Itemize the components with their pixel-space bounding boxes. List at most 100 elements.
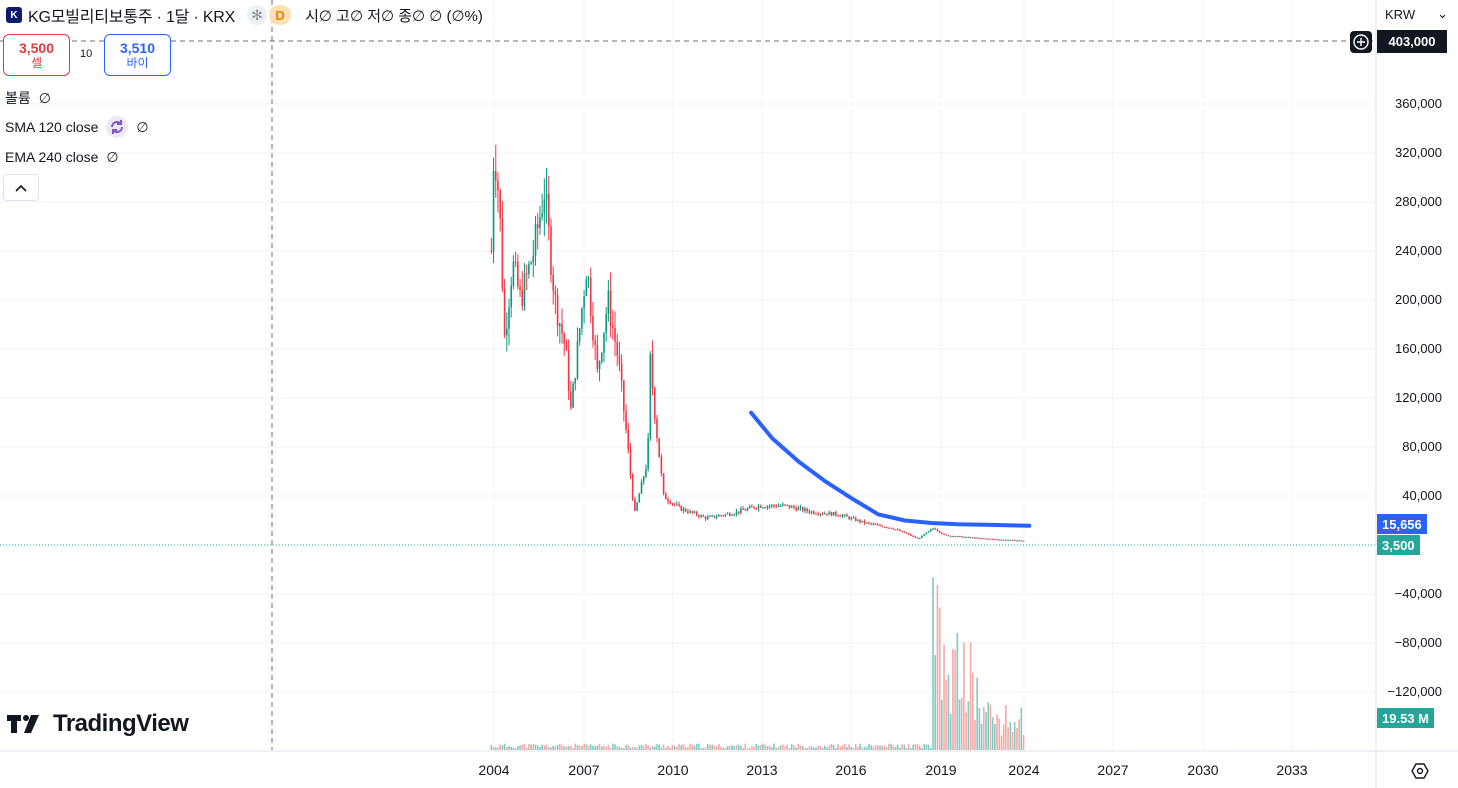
sell-button[interactable]: 3,500 셀	[3, 34, 70, 76]
volume-bar	[720, 746, 722, 750]
candle-body	[967, 536, 970, 538]
volume-bar	[585, 744, 588, 750]
symbol-header: K KG모빌리티보통주 · 1달 · KRX ✻ D 시∅ 고∅ 저∅ 종∅ ∅…	[6, 4, 483, 26]
volume-bar	[901, 744, 903, 750]
volume-bar	[642, 746, 645, 750]
volume-bar	[989, 704, 992, 750]
candle-body	[859, 519, 861, 523]
volume-bar	[713, 745, 716, 750]
candle-body	[918, 538, 921, 540]
candle-body	[512, 261, 515, 286]
candle-body	[676, 504, 678, 506]
time-axis-label: 2013	[746, 762, 778, 778]
candle-body	[892, 528, 895, 530]
chart-settings-button[interactable]	[1408, 760, 1432, 782]
volume-bar	[879, 745, 881, 750]
currency-selector[interactable]: KRW ⌄	[1385, 6, 1448, 22]
volume-bar	[832, 745, 835, 750]
candle-body	[753, 506, 755, 509]
volume-bar	[881, 745, 884, 750]
volume-bar	[561, 744, 563, 750]
volume-bar	[539, 746, 541, 750]
candle-body	[768, 505, 771, 507]
volume-bar	[530, 744, 532, 750]
price-axis-label: 240,000	[1395, 243, 1442, 258]
candle-body	[837, 515, 839, 517]
volume-bar	[998, 718, 1001, 750]
candle-body	[506, 328, 508, 336]
volume-bar	[954, 650, 956, 750]
volume-bar	[799, 745, 802, 750]
volume-bar	[576, 744, 579, 750]
volume-bar	[861, 747, 864, 750]
volume-bar	[835, 748, 837, 750]
volume-bar	[737, 744, 740, 750]
legend-volume[interactable]: 볼륨 ∅	[5, 87, 51, 109]
volume-bar	[691, 744, 694, 750]
candle-body	[576, 341, 579, 379]
candle-body	[603, 332, 605, 353]
candle-body	[682, 508, 685, 511]
volume-bar	[740, 745, 742, 750]
candle-body	[910, 534, 912, 536]
symbol-title[interactable]: KG모빌리티보통주 · 1달 · KRX	[28, 9, 236, 26]
volume-bar	[645, 743, 647, 750]
volume-bar	[949, 713, 952, 750]
add-alert-button[interactable]	[1350, 31, 1372, 53]
exchange-icon[interactable]: K	[6, 7, 22, 23]
volume-bar	[589, 744, 592, 750]
volume-bar	[559, 743, 561, 750]
volume-bar	[905, 747, 908, 750]
volume-bar	[956, 632, 959, 750]
price-axis-label: −120,000	[1387, 684, 1442, 699]
collapse-legend-button[interactable]	[3, 174, 39, 201]
candle-body	[797, 507, 800, 511]
volume-bar	[598, 743, 601, 750]
volume-bar	[830, 743, 833, 750]
tradingview-logo-text: TradingView	[53, 710, 189, 737]
candle-body	[1007, 539, 1009, 541]
volume-bar	[706, 743, 709, 750]
tradingview-logo[interactable]: TradingView	[7, 710, 189, 738]
ohlc-values: 시∅ 고∅ 저∅ 종∅ ∅ (∅%)	[305, 7, 483, 25]
candle-body	[1022, 540, 1025, 542]
volume-bar	[947, 674, 950, 750]
candle-body	[759, 505, 762, 508]
candle-body	[742, 508, 744, 510]
candle-body	[821, 513, 824, 515]
volume-bar	[550, 747, 552, 750]
volume-bar	[914, 744, 917, 750]
candle-body	[980, 538, 983, 540]
candle-body	[545, 194, 548, 200]
candle-body	[665, 493, 667, 500]
candle-body	[528, 263, 530, 274]
candle-body	[649, 353, 652, 438]
delayed-data-badge[interactable]: D	[269, 5, 292, 25]
candle-body	[559, 324, 561, 327]
candle-body	[994, 539, 996, 541]
candle-body	[541, 213, 543, 218]
volume-bar	[978, 707, 981, 750]
candle-body	[561, 324, 563, 334]
refresh-icon[interactable]	[106, 116, 129, 138]
candle-body	[949, 535, 952, 537]
volume-bar	[570, 745, 572, 750]
candle-body	[612, 325, 614, 329]
buy-button[interactable]: 3,510 바이	[104, 34, 171, 76]
legend-ema[interactable]: EMA 240 close ∅	[5, 146, 119, 168]
asterisk-icon[interactable]: ✻	[247, 5, 268, 25]
volume-bar	[680, 745, 683, 750]
candle-body	[755, 508, 758, 510]
candle-body	[550, 226, 552, 276]
volume-bar	[921, 748, 923, 750]
candle-body	[570, 391, 572, 408]
volume-bar	[797, 743, 800, 750]
spread-value: 10	[80, 48, 93, 60]
candle-body	[658, 438, 660, 457]
volume-bar	[952, 649, 954, 750]
candle-body	[757, 505, 760, 509]
legend-sma[interactable]: SMA 120 close ∅	[5, 116, 149, 138]
candle-body	[846, 514, 848, 517]
candle-body	[715, 516, 718, 518]
